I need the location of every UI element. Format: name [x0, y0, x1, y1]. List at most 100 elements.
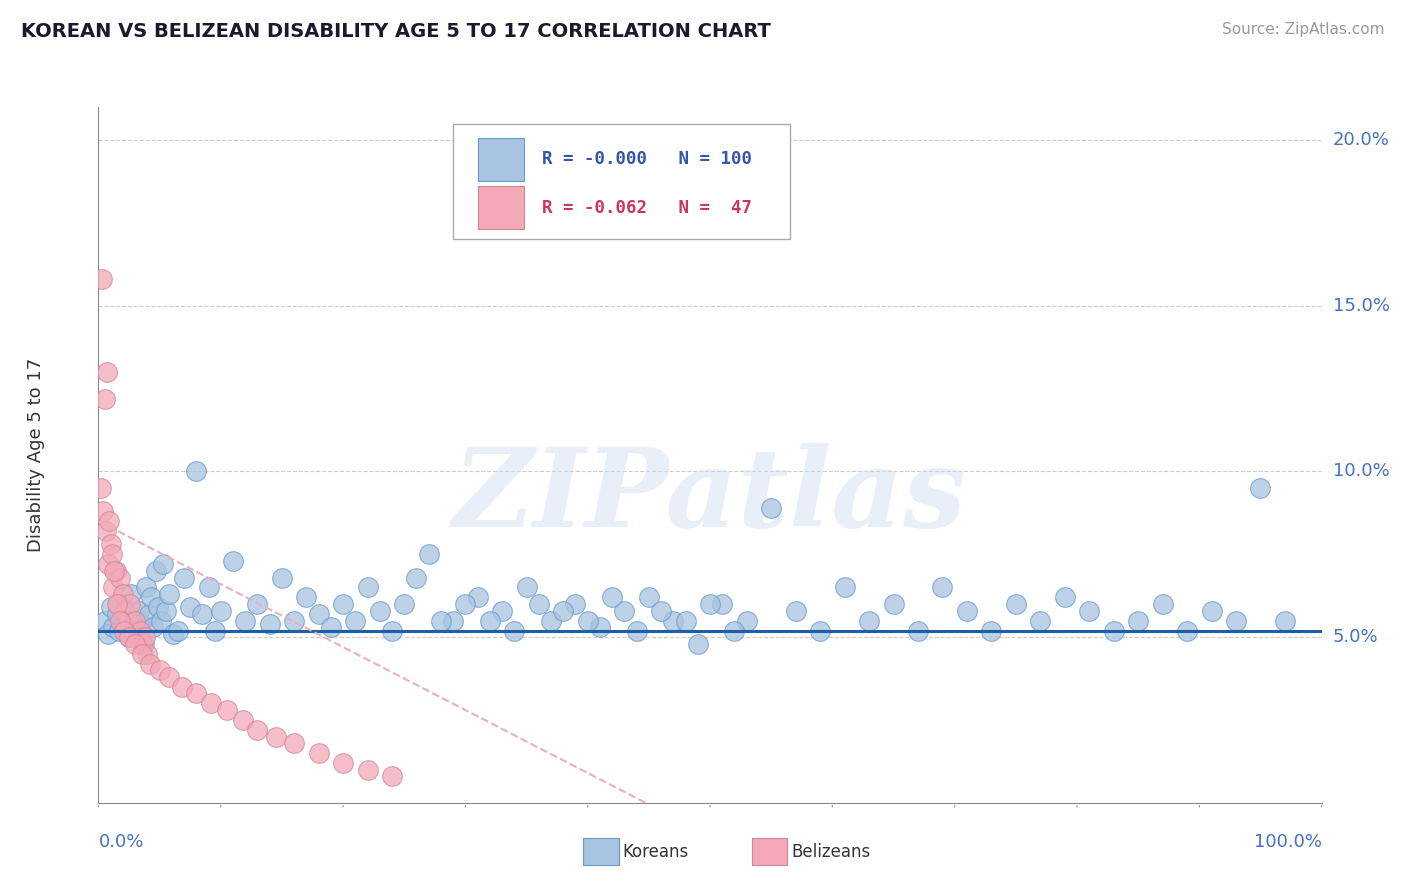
- Point: [980, 624, 1002, 638]
- Text: Disability Age 5 to 17: Disability Age 5 to 17: [27, 358, 45, 552]
- Point: [785, 604, 807, 618]
- Point: [93, 392, 115, 406]
- Point: [129, 624, 152, 638]
- Point: [246, 723, 269, 737]
- Point: [723, 624, 745, 638]
- Point: [157, 670, 180, 684]
- Point: [173, 570, 195, 584]
- Point: [553, 604, 575, 618]
- Point: [125, 624, 148, 638]
- Point: [170, 680, 193, 694]
- Point: [686, 637, 709, 651]
- Point: [858, 614, 880, 628]
- Point: [356, 763, 378, 777]
- Point: [540, 614, 562, 628]
- Point: [834, 581, 856, 595]
- Point: [131, 637, 153, 651]
- Point: [105, 607, 128, 621]
- Text: R = -0.062   N =  47: R = -0.062 N = 47: [543, 199, 752, 217]
- Point: [711, 597, 734, 611]
- Point: [91, 504, 114, 518]
- Text: R = -0.000   N = 100: R = -0.000 N = 100: [543, 150, 752, 169]
- Point: [232, 713, 254, 727]
- Point: [98, 514, 121, 528]
- Point: [117, 614, 139, 628]
- Point: [127, 630, 149, 644]
- Point: [418, 547, 440, 561]
- Point: [405, 570, 427, 584]
- Point: [430, 614, 453, 628]
- Point: [155, 604, 177, 618]
- Point: [308, 607, 330, 621]
- Point: [142, 620, 165, 634]
- Point: [135, 581, 157, 595]
- Point: [1274, 614, 1296, 628]
- Point: [1225, 614, 1247, 628]
- Point: [650, 604, 672, 618]
- Point: [93, 614, 115, 628]
- Point: [1128, 614, 1150, 628]
- Point: [112, 624, 135, 638]
- Point: [91, 272, 114, 286]
- Text: 100.0%: 100.0%: [1254, 833, 1322, 851]
- Point: [100, 537, 122, 551]
- Point: [222, 554, 245, 568]
- Point: [96, 365, 118, 379]
- FancyBboxPatch shape: [478, 137, 524, 181]
- Point: [589, 620, 612, 634]
- Point: [368, 604, 391, 618]
- Point: [515, 581, 537, 595]
- Point: [381, 769, 404, 783]
- Point: [115, 610, 138, 624]
- Point: [576, 614, 599, 628]
- Point: [132, 637, 155, 651]
- Text: 15.0%: 15.0%: [1333, 297, 1389, 315]
- Point: [883, 597, 905, 611]
- Point: [215, 703, 238, 717]
- Point: [121, 624, 143, 638]
- Point: [332, 756, 354, 770]
- Point: [110, 570, 132, 584]
- Point: [392, 597, 416, 611]
- Point: [503, 624, 526, 638]
- Point: [108, 624, 131, 638]
- Text: 0.0%: 0.0%: [98, 833, 143, 851]
- Point: [134, 630, 156, 644]
- Point: [97, 627, 120, 641]
- Point: [264, 730, 287, 744]
- Point: [157, 587, 180, 601]
- Point: [1078, 604, 1101, 618]
- Point: [110, 614, 132, 628]
- Point: [295, 591, 318, 605]
- Point: [808, 624, 831, 638]
- Point: [136, 647, 159, 661]
- Point: [101, 581, 124, 595]
- Point: [114, 604, 136, 618]
- Point: [270, 570, 294, 584]
- Point: [233, 614, 256, 628]
- Point: [1029, 614, 1052, 628]
- Point: [103, 564, 125, 578]
- Point: [162, 627, 184, 641]
- Point: [118, 630, 141, 644]
- Point: [931, 581, 953, 595]
- Point: [613, 604, 636, 618]
- Point: [1053, 591, 1076, 605]
- Point: [145, 564, 167, 578]
- Point: [111, 587, 134, 601]
- Point: [356, 581, 378, 595]
- Point: [104, 564, 127, 578]
- Point: [1152, 597, 1174, 611]
- Text: Source: ZipAtlas.com: Source: ZipAtlas.com: [1222, 22, 1385, 37]
- Text: 10.0%: 10.0%: [1333, 462, 1389, 481]
- Point: [107, 597, 129, 611]
- Point: [148, 600, 170, 615]
- Point: [381, 624, 404, 638]
- Point: [186, 465, 208, 479]
- Point: [907, 624, 929, 638]
- Point: [128, 604, 150, 618]
- Point: [149, 614, 172, 628]
- Point: [283, 736, 305, 750]
- Point: [111, 597, 134, 611]
- Point: [112, 616, 135, 631]
